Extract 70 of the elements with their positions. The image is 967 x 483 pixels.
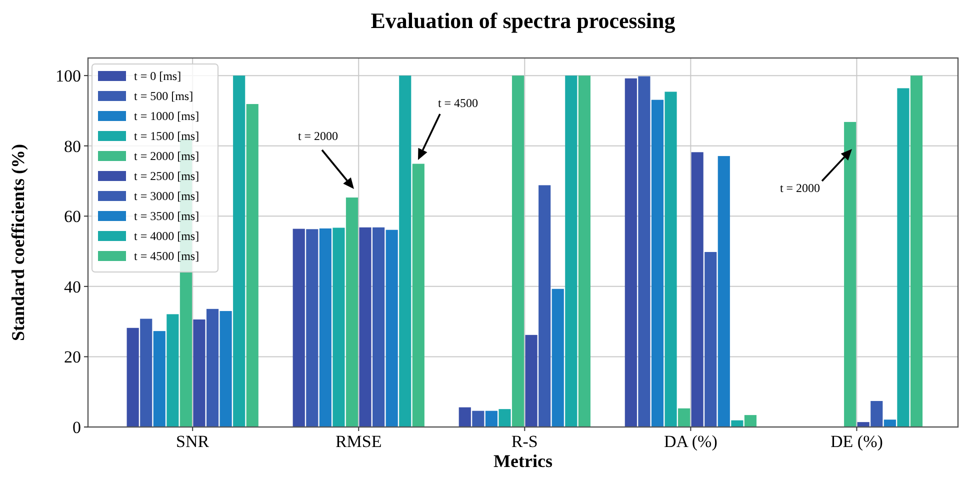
bar xyxy=(458,407,471,427)
bar xyxy=(372,227,385,427)
bar xyxy=(897,88,910,427)
bar xyxy=(691,152,704,427)
bar xyxy=(319,228,332,427)
bar xyxy=(233,76,246,427)
bar xyxy=(678,408,690,427)
legend-label: t = 4500 [ms] xyxy=(134,249,200,264)
y-tick-label: 80 xyxy=(64,136,81,156)
bar xyxy=(292,228,305,427)
bar xyxy=(552,288,564,427)
bar xyxy=(718,156,730,427)
bar xyxy=(578,76,590,427)
legend-label: t = 3000 [ms] xyxy=(134,189,200,204)
bar xyxy=(704,252,717,427)
x-axis-title: Metrics xyxy=(494,451,552,471)
annotation: t = 2000 xyxy=(780,181,820,195)
legend-label: t = 2500 [ms] xyxy=(134,169,200,184)
bar xyxy=(857,422,870,427)
x-tick-label: R-S xyxy=(511,432,538,451)
legend-label: t = 4000 [ms] xyxy=(134,229,200,244)
bar xyxy=(485,410,498,427)
bar xyxy=(412,164,424,427)
bar xyxy=(166,314,179,427)
bar xyxy=(306,229,318,427)
bar xyxy=(538,185,551,427)
bar xyxy=(399,76,412,427)
bar xyxy=(472,410,484,427)
bar xyxy=(870,400,883,427)
bar xyxy=(153,331,166,427)
annotation: t = 2000 xyxy=(298,129,338,143)
x-tick-label: DE (%) xyxy=(830,432,883,451)
bar xyxy=(565,76,578,427)
bar xyxy=(386,230,398,427)
bar xyxy=(140,318,152,427)
y-tick-label: 20 xyxy=(64,348,81,367)
y-axis-title: Standard coefficients (%) xyxy=(8,144,28,341)
bar xyxy=(193,319,206,427)
bar xyxy=(220,311,232,427)
bar xyxy=(525,334,538,427)
bar xyxy=(624,78,637,427)
x-tick-label: DA (%) xyxy=(664,432,718,451)
y-tick-label: 0 xyxy=(72,418,81,437)
bar xyxy=(744,415,757,427)
bar xyxy=(206,308,219,427)
bar xyxy=(126,328,139,427)
bar xyxy=(910,76,923,427)
bar xyxy=(664,92,677,427)
chart-title: Evaluation of spectra processing xyxy=(370,8,676,33)
legend-label: t = 2000 [ms] xyxy=(134,149,200,164)
bar xyxy=(512,76,524,427)
legend-label: t = 500 [ms] xyxy=(134,89,194,104)
bar xyxy=(651,100,664,427)
legend-label: t = 1000 [ms] xyxy=(134,109,200,124)
legend-label: t = 0 [ms] xyxy=(134,69,182,84)
annotation: t = 4500 xyxy=(438,96,478,110)
y-tick-label: 100 xyxy=(56,66,81,86)
bar xyxy=(498,409,511,427)
y-tick-label: 40 xyxy=(64,277,81,296)
bar xyxy=(638,76,650,427)
bar xyxy=(359,227,372,427)
bar xyxy=(332,228,345,427)
bar xyxy=(346,198,358,427)
bar xyxy=(246,104,258,427)
x-tick-label: SNR xyxy=(176,432,210,451)
x-tick-label: RMSE xyxy=(335,432,382,451)
y-tick-label: 60 xyxy=(64,207,81,226)
legend-label: t = 1500 [ms] xyxy=(134,129,200,144)
bar xyxy=(884,420,896,427)
legend-label: t = 3500 [ms] xyxy=(134,209,200,224)
